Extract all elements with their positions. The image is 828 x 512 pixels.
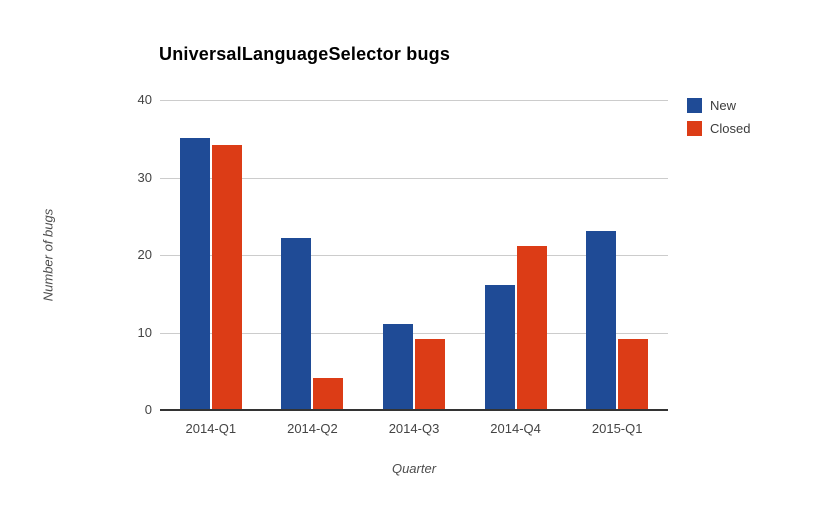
legend-item-closed: Closed xyxy=(687,121,750,136)
bar-closed-2014-q2 xyxy=(313,378,343,409)
gridline xyxy=(160,332,668,334)
bar-new-2014-q1 xyxy=(180,138,210,409)
y-tick-label: 10 xyxy=(137,324,152,340)
bar-new-2014-q2 xyxy=(281,238,311,409)
x-tick-label: 2014-Q3 xyxy=(388,421,440,436)
y-tick-label: 30 xyxy=(137,169,152,185)
bar-new-2014-q4 xyxy=(485,285,515,409)
y-tick-label: 20 xyxy=(137,247,152,262)
chart-title: UniversalLanguageSelector bugs xyxy=(159,44,451,64)
gridline xyxy=(160,255,668,256)
legend-label: Closed xyxy=(710,121,751,136)
x-axis-line xyxy=(160,409,668,411)
x-tick-label: 2014-Q4 xyxy=(490,421,541,436)
bar-new-2014-q3 xyxy=(383,324,413,409)
legend-swatch-new xyxy=(687,98,702,113)
bar-closed-2015-q1 xyxy=(618,339,648,409)
x-axis-title: Quarter xyxy=(391,461,437,476)
plot-area xyxy=(160,100,668,411)
x-tick-label: 2015-Q1 xyxy=(591,421,643,436)
y-tick-label: 40 xyxy=(137,92,152,107)
x-tick-label: 2014-Q1 xyxy=(185,421,237,436)
gridline xyxy=(160,100,668,101)
bar-closed-2014-q3 xyxy=(415,339,445,409)
bar-closed-2014-q1 xyxy=(212,145,242,409)
y-axis-title: Number of bugs xyxy=(40,208,56,302)
legend-item-new: New xyxy=(687,98,750,113)
x-tick-label: 2014-Q2 xyxy=(287,421,338,436)
legend-label: New xyxy=(710,98,737,113)
legend-swatch-closed xyxy=(687,121,702,136)
bar-new-2015-q1 xyxy=(586,231,616,409)
gridline xyxy=(160,177,668,179)
bar-closed-2014-q4 xyxy=(517,246,547,409)
legend: New Closed xyxy=(687,98,750,136)
y-tick-label: 0 xyxy=(144,402,152,417)
